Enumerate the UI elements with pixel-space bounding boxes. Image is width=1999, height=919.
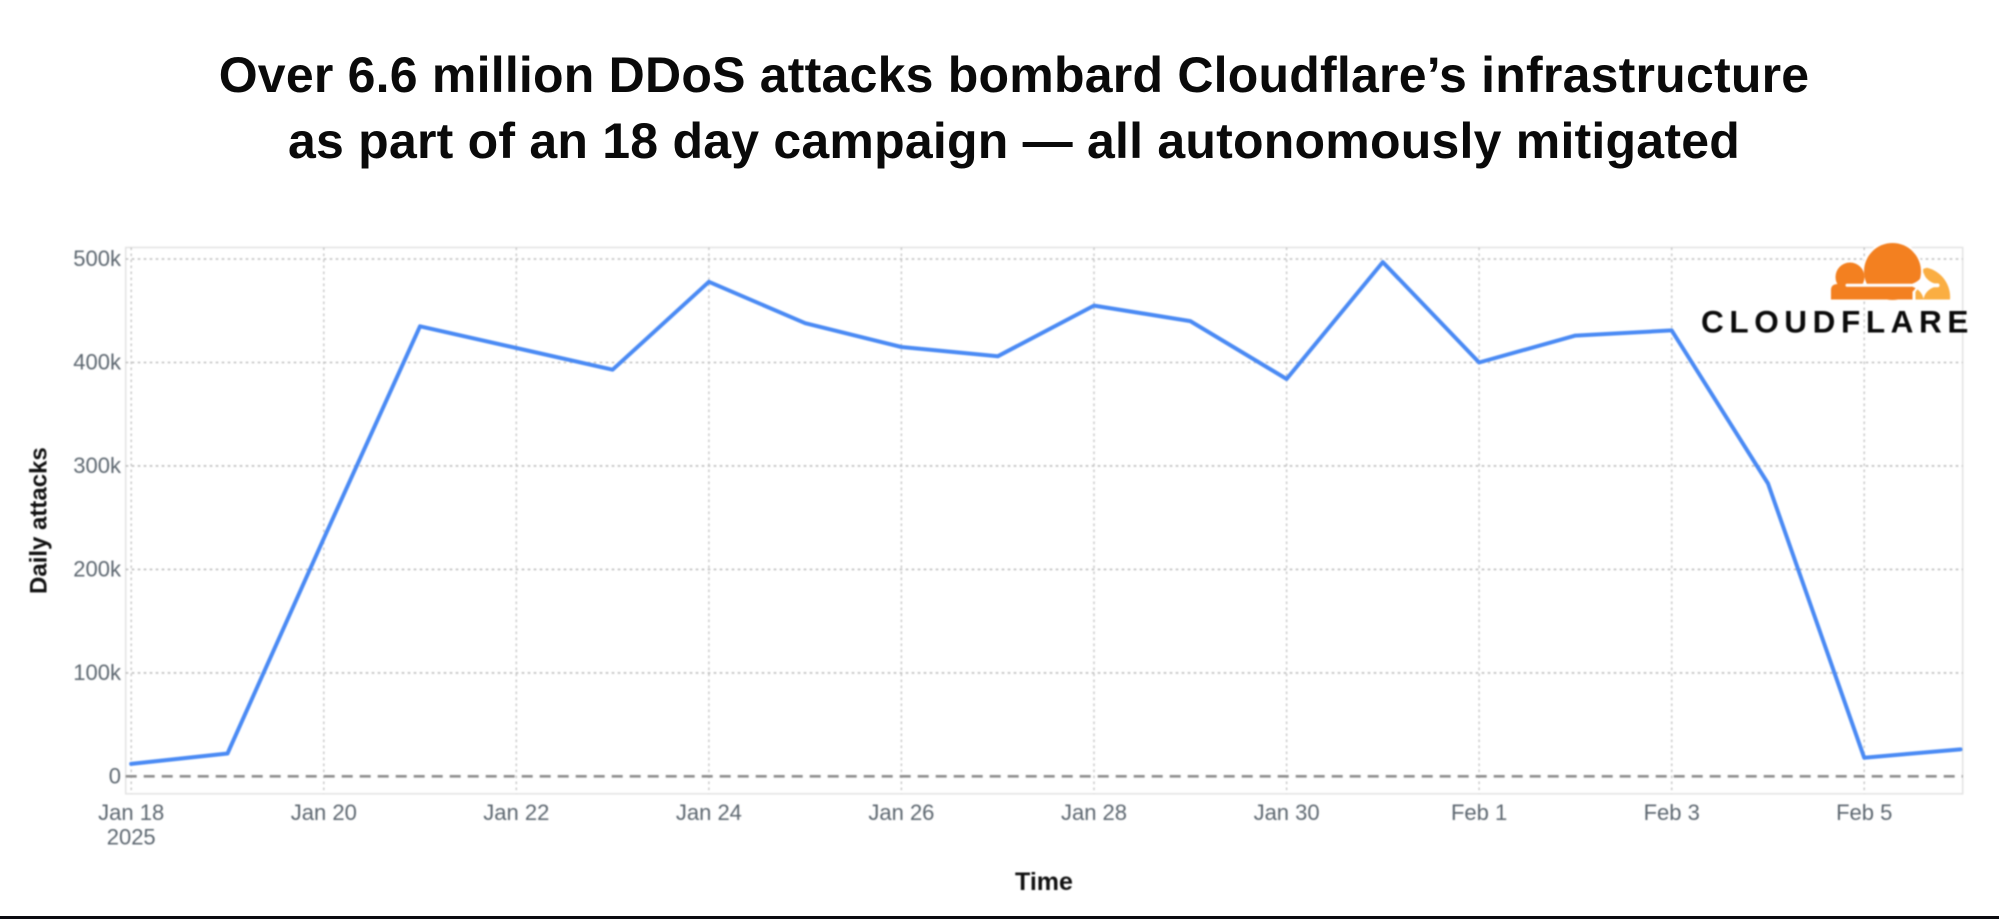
svg-text:Feb 5: Feb 5 (1836, 800, 1892, 825)
svg-text:Jan 22: Jan 22 (483, 800, 549, 825)
svg-text:400k: 400k (73, 350, 122, 375)
svg-text:0: 0 (109, 763, 121, 788)
svg-text:CLOUDFLARE: CLOUDFLARE (1701, 304, 1974, 340)
svg-text:200k: 200k (73, 556, 122, 581)
svg-text:Feb 3: Feb 3 (1644, 800, 1700, 825)
svg-text:Jan 24: Jan 24 (676, 800, 742, 825)
svg-text:Jan 30: Jan 30 (1254, 800, 1320, 825)
svg-text:100k: 100k (73, 660, 122, 685)
svg-text:Jan 20: Jan 20 (291, 800, 357, 825)
svg-text:500k: 500k (73, 246, 122, 271)
svg-text:Daily attacks: Daily attacks (26, 447, 53, 594)
svg-text:2025: 2025 (107, 825, 156, 850)
svg-text:300k: 300k (73, 453, 122, 478)
svg-text:Jan 18: Jan 18 (98, 800, 164, 825)
svg-text:Feb 1: Feb 1 (1451, 800, 1507, 825)
svg-text:Time: Time (1015, 868, 1073, 896)
svg-text:Jan 26: Jan 26 (868, 800, 934, 825)
svg-text:Jan 28: Jan 28 (1061, 800, 1127, 825)
